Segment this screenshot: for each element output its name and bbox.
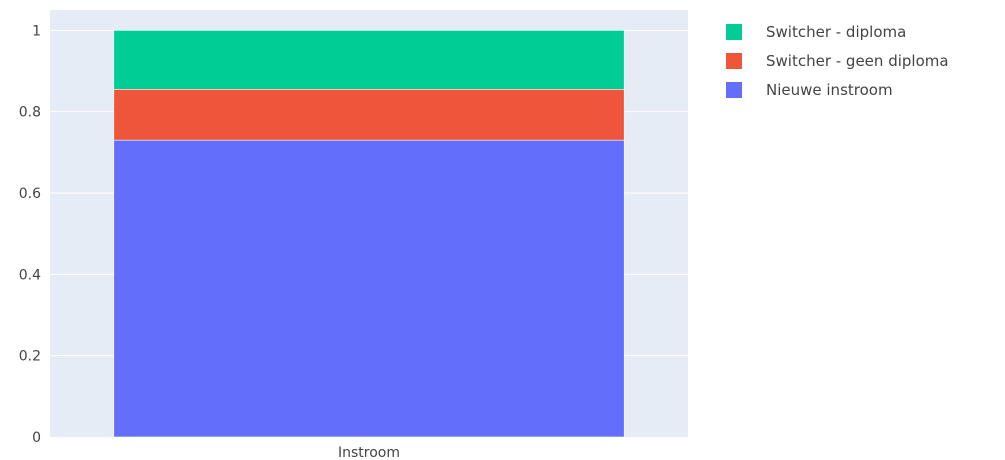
bar-segment-nieuwe-instroom [113, 139, 625, 438]
bars [113, 30, 625, 438]
y-tick-label: 1 [32, 23, 41, 39]
x-tick-label: Instroom [338, 445, 400, 460]
legend[interactable]: Switcher - diploma Switcher - geen diplom… [726, 23, 949, 99]
y-tick-label: 0.4 [19, 267, 41, 283]
bar-segment-switcher-diploma [113, 30, 625, 90]
legend-item[interactable]: Nieuwe instroom [726, 81, 893, 99]
legend-label: Nieuwe instroom [766, 81, 893, 99]
y-tick-label: 0.2 [19, 349, 41, 365]
legend-label: Switcher - diploma [766, 23, 906, 41]
x-axis-ticks: Instroom [338, 445, 400, 460]
legend-swatch [726, 82, 742, 98]
y-axis-ticks: 0 0.2 0.4 0.6 0.8 1 [19, 23, 41, 446]
legend-swatch [726, 53, 742, 69]
legend-item[interactable]: Switcher - geen diploma [726, 52, 949, 70]
y-tick-label: 0.8 [19, 105, 41, 121]
legend-swatch [726, 24, 742, 40]
y-tick-label: 0.6 [19, 186, 41, 202]
bar-segment-switcher-geen-diploma [113, 89, 625, 141]
legend-item[interactable]: Switcher - diploma [726, 23, 906, 41]
y-tick-label: 0 [32, 430, 41, 446]
legend-label: Switcher - geen diploma [766, 52, 949, 70]
